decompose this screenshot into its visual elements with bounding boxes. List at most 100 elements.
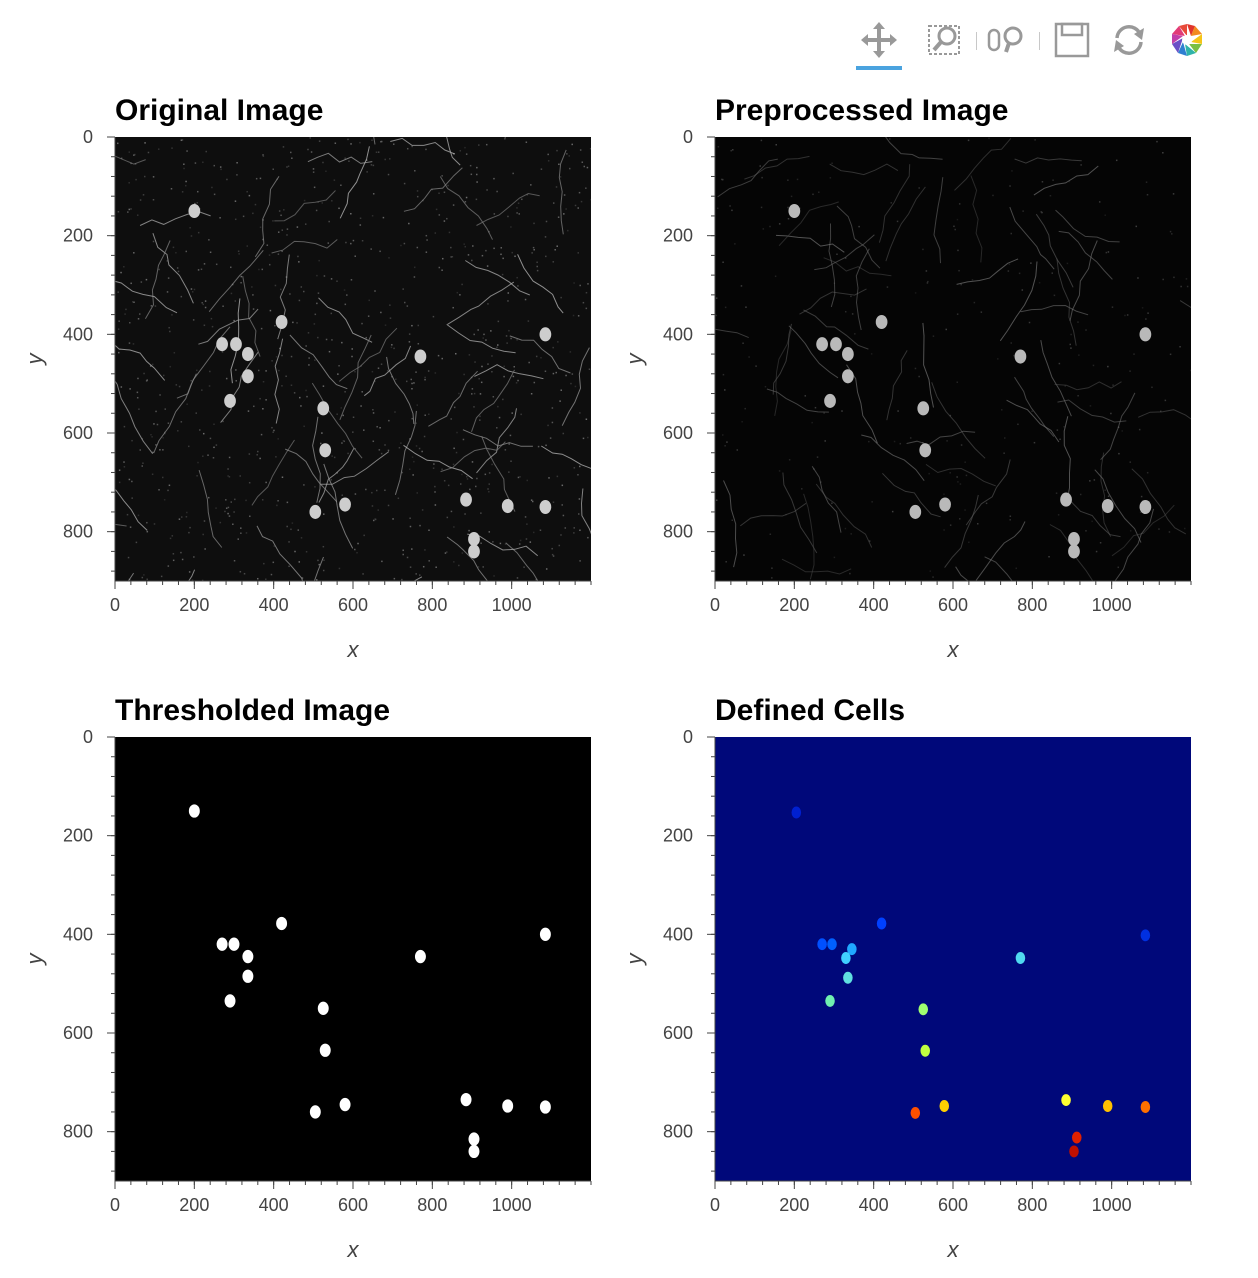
noise-speck — [372, 371, 374, 373]
noise-speck — [444, 192, 446, 194]
noise-speck — [213, 457, 215, 459]
pan-tool-button[interactable] — [856, 18, 902, 62]
noise-speck — [299, 397, 301, 399]
noise-speck — [233, 511, 235, 513]
noise-speck — [922, 249, 924, 251]
cell-body — [460, 493, 472, 507]
plot-defined-cells[interactable]: Defined Cells 0 200 400 600 800 1000 0 200 400 600… — [620, 685, 1220, 1275]
noise-speck — [1180, 286, 1182, 288]
noise-speck — [1031, 411, 1033, 413]
noise-speck — [204, 263, 206, 265]
noise-speck — [422, 509, 424, 511]
noise-speck — [771, 567, 773, 569]
noise-speck — [388, 505, 390, 507]
noise-speck — [477, 329, 479, 331]
plot-original-image[interactable]: Original Image 0 200 400 600 800 1000 0 200 400 60… — [20, 85, 620, 675]
noise-speck — [797, 179, 799, 181]
reset-tool-button[interactable] — [1106, 18, 1152, 62]
noise-speck — [370, 248, 372, 250]
noise-speck — [371, 140, 373, 142]
noise-speck — [1093, 365, 1095, 367]
noise-speck — [585, 187, 587, 189]
noise-speck — [125, 309, 127, 311]
noise-speck — [214, 165, 216, 167]
image-background — [115, 737, 591, 1181]
noise-speck — [545, 256, 547, 257]
bokeh-logo-link[interactable] — [1164, 18, 1210, 62]
noise-speck — [376, 426, 378, 428]
noise-speck — [186, 516, 188, 518]
noise-speck — [383, 217, 385, 219]
noise-speck — [235, 200, 237, 202]
cell-body — [1015, 349, 1027, 363]
noise-speck — [718, 146, 720, 148]
noise-speck — [1022, 289, 1024, 291]
noise-speck — [381, 363, 383, 365]
noise-speck — [1104, 214, 1106, 216]
noise-speck — [141, 465, 143, 467]
noise-speck — [288, 166, 290, 168]
noise-speck — [741, 285, 743, 287]
y-tick-label: 600 — [63, 1023, 93, 1043]
noise-speck — [841, 410, 843, 412]
noise-speck — [366, 171, 368, 173]
noise-speck — [1110, 413, 1112, 415]
x-tick-label: 200 — [779, 595, 809, 615]
noise-speck — [226, 179, 228, 181]
noise-speck — [384, 490, 386, 492]
noise-speck — [347, 453, 349, 455]
noise-speck — [400, 245, 402, 247]
noise-speck — [137, 392, 139, 394]
noise-speck — [385, 324, 387, 326]
noise-speck — [361, 323, 363, 325]
noise-speck — [133, 252, 135, 254]
noise-speck — [587, 437, 589, 439]
noise-speck — [763, 228, 765, 230]
noise-speck — [118, 211, 120, 213]
noise-speck — [1056, 492, 1058, 494]
noise-speck — [465, 201, 467, 203]
noise-speck — [496, 347, 498, 349]
noise-speck — [222, 351, 224, 353]
noise-speck — [331, 278, 333, 280]
noise-speck — [779, 470, 781, 472]
noise-speck — [220, 169, 222, 171]
noise-speck — [314, 359, 316, 361]
noise-speck — [179, 518, 181, 520]
save-tool-button[interactable] — [1048, 18, 1094, 62]
noise-speck — [212, 326, 214, 328]
wheel-zoom-tool-button[interactable] — [984, 18, 1030, 62]
plot-thresholded-image[interactable]: Thresholded Image 0 200 400 600 800 1000 0 200 40… — [20, 685, 620, 1275]
noise-speck — [393, 348, 395, 350]
noise-speck — [449, 232, 451, 234]
noise-speck — [496, 191, 498, 193]
noise-speck — [297, 256, 299, 258]
noise-speck — [124, 313, 126, 315]
noise-speck — [193, 319, 195, 321]
noise-speck — [492, 541, 494, 543]
noise-speck — [335, 142, 337, 144]
noise-speck — [262, 499, 264, 501]
noise-speck — [142, 577, 144, 579]
noise-speck — [722, 434, 724, 436]
noise-speck — [732, 149, 734, 151]
noise-speck — [456, 452, 458, 454]
noise-speck — [438, 192, 440, 194]
noise-speck — [183, 168, 185, 170]
plot-preprocessed-image[interactable]: Preprocessed Image 0 200 400 600 800 1000 0 200 4… — [620, 85, 1220, 675]
noise-speck — [1107, 366, 1109, 368]
noise-speck — [433, 467, 435, 469]
noise-speck — [123, 461, 125, 463]
noise-speck — [348, 160, 350, 162]
cell-body — [1060, 493, 1072, 507]
noise-speck — [325, 171, 327, 173]
threshold-blob — [242, 970, 253, 983]
noise-speck — [583, 438, 585, 440]
box-zoom-tool-button[interactable] — [922, 18, 968, 62]
noise-speck — [953, 226, 955, 228]
noise-speck — [441, 175, 443, 177]
noise-speck — [173, 553, 175, 555]
noise-speck — [409, 341, 411, 343]
noise-speck — [251, 286, 253, 288]
noise-speck — [583, 302, 585, 304]
